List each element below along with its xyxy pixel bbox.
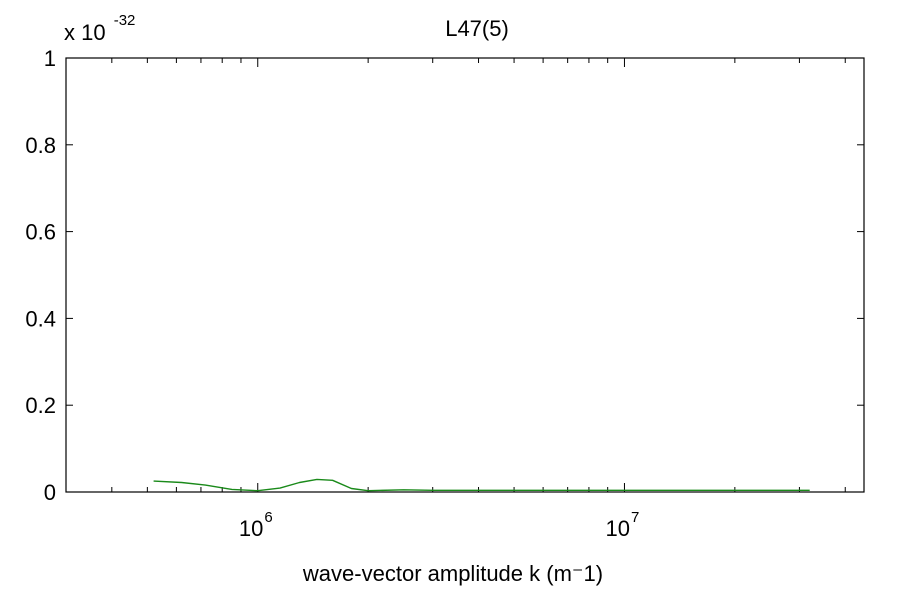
plot-area-frame	[66, 58, 864, 492]
y-multiplier-exponent: -32	[114, 12, 136, 29]
x-tick-label-exponent: 7	[631, 509, 639, 526]
x-tick-label-base: 10	[239, 516, 263, 541]
x-axis-label: wave-vector amplitude k (m⁻1)	[302, 561, 603, 586]
y-multiplier-base: x 10	[64, 20, 106, 45]
y-tick-label: 0.2	[25, 393, 56, 418]
chart-title: L47(5)	[445, 16, 509, 41]
y-tick-label: 0.4	[25, 306, 56, 331]
y-axis-multiplier: x 10 -32	[64, 12, 135, 45]
x-tick-label: 107	[606, 509, 640, 541]
y-tick-label: 1	[44, 46, 56, 71]
y-tick-label: 0	[44, 480, 56, 505]
x-tick-label-exponent: 6	[264, 509, 272, 526]
x-tick-label-base: 10	[606, 516, 630, 541]
y-tick-label: 0.6	[25, 220, 56, 245]
y-tick-label: 0.8	[25, 133, 56, 158]
x-tick-label: 106	[239, 509, 273, 541]
